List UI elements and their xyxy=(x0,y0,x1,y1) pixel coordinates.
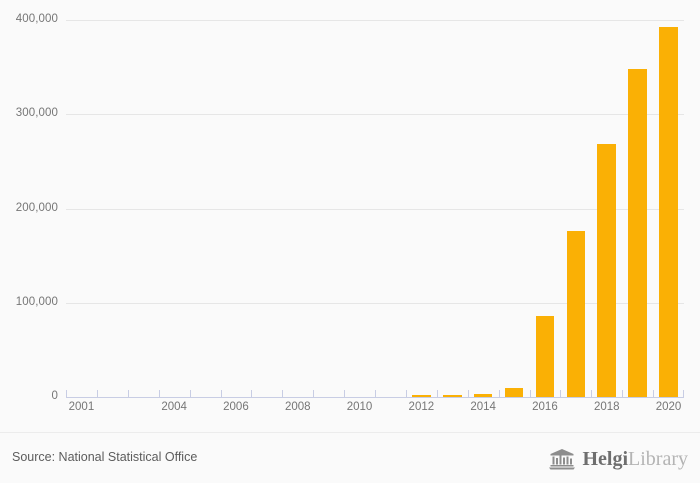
bar-2014[interactable] xyxy=(473,393,493,397)
logo-brand-primary: Helgi xyxy=(582,448,629,470)
x-tick xyxy=(189,390,191,397)
gridline xyxy=(66,208,684,210)
x-axis-line xyxy=(66,397,684,398)
x-tick xyxy=(313,390,315,397)
x-tick-label: 2006 xyxy=(223,401,249,413)
y-tick-label: 300,000 xyxy=(15,107,58,120)
x-tick-label: 2008 xyxy=(284,401,311,413)
bar-2017[interactable] xyxy=(566,231,586,397)
bar-series xyxy=(66,20,684,397)
bar-2020[interactable] xyxy=(659,26,678,397)
x-tick xyxy=(622,390,624,397)
x-tick xyxy=(375,390,376,397)
x-tick-label: 2020 xyxy=(655,401,682,413)
source-note: Source: National Statistical Office xyxy=(12,450,198,464)
bar-2018[interactable] xyxy=(597,144,616,397)
footer-divider xyxy=(0,432,700,433)
x-tick xyxy=(467,390,469,397)
helgi-library-logo[interactable]: HelgiLibrary xyxy=(549,446,688,472)
x-tick xyxy=(66,390,67,397)
bar-2013[interactable] xyxy=(442,395,462,397)
x-tick xyxy=(96,390,98,397)
x-tick xyxy=(282,390,284,397)
bar-2016[interactable] xyxy=(535,315,555,397)
x-tick-label: 2004 xyxy=(161,401,187,413)
y-tick-label: 0 xyxy=(51,390,58,402)
x-tick xyxy=(498,390,500,397)
y-axis: 0 100,000 200,000 300,000 400,000 xyxy=(0,13,58,402)
x-tick-label: 2010 xyxy=(346,401,373,413)
gridline xyxy=(66,302,684,304)
y-tick-label: 200,000 xyxy=(15,201,58,214)
x-tick xyxy=(405,390,407,397)
x-tick xyxy=(127,390,129,397)
x-tick xyxy=(344,390,346,397)
x-tick-label: 2016 xyxy=(532,401,558,413)
x-tick xyxy=(653,390,655,397)
gridline xyxy=(66,20,684,21)
gridline xyxy=(66,114,684,116)
library-building-icon xyxy=(549,449,576,470)
x-tick-label: 2012 xyxy=(408,401,435,413)
x-tick xyxy=(436,390,438,397)
x-tick-label: 2018 xyxy=(593,401,620,413)
x-axis-labels: 2001 2004 2006 2008 2010 2012 2014 2016 2018 2020 xyxy=(66,401,684,419)
x-tick-label: 2014 xyxy=(470,401,496,413)
x-tick xyxy=(560,390,562,397)
x-tick xyxy=(529,390,531,397)
y-tick-label: 100,000 xyxy=(15,295,58,308)
logo-wordmark: HelgiLibrary xyxy=(582,448,688,470)
x-tick-label: 2001 xyxy=(68,401,95,413)
x-tick xyxy=(220,390,222,397)
x-tick xyxy=(683,390,684,397)
bar-2015[interactable] xyxy=(504,388,524,397)
bar-2012[interactable] xyxy=(412,395,431,397)
bar-2019[interactable] xyxy=(628,69,647,397)
y-tick-label: 400,000 xyxy=(15,13,58,25)
x-tick xyxy=(158,390,160,397)
logo-brand-secondary: Library xyxy=(628,448,688,470)
x-tick xyxy=(591,390,593,397)
x-axis-ticks xyxy=(66,390,684,398)
x-tick xyxy=(251,390,253,397)
